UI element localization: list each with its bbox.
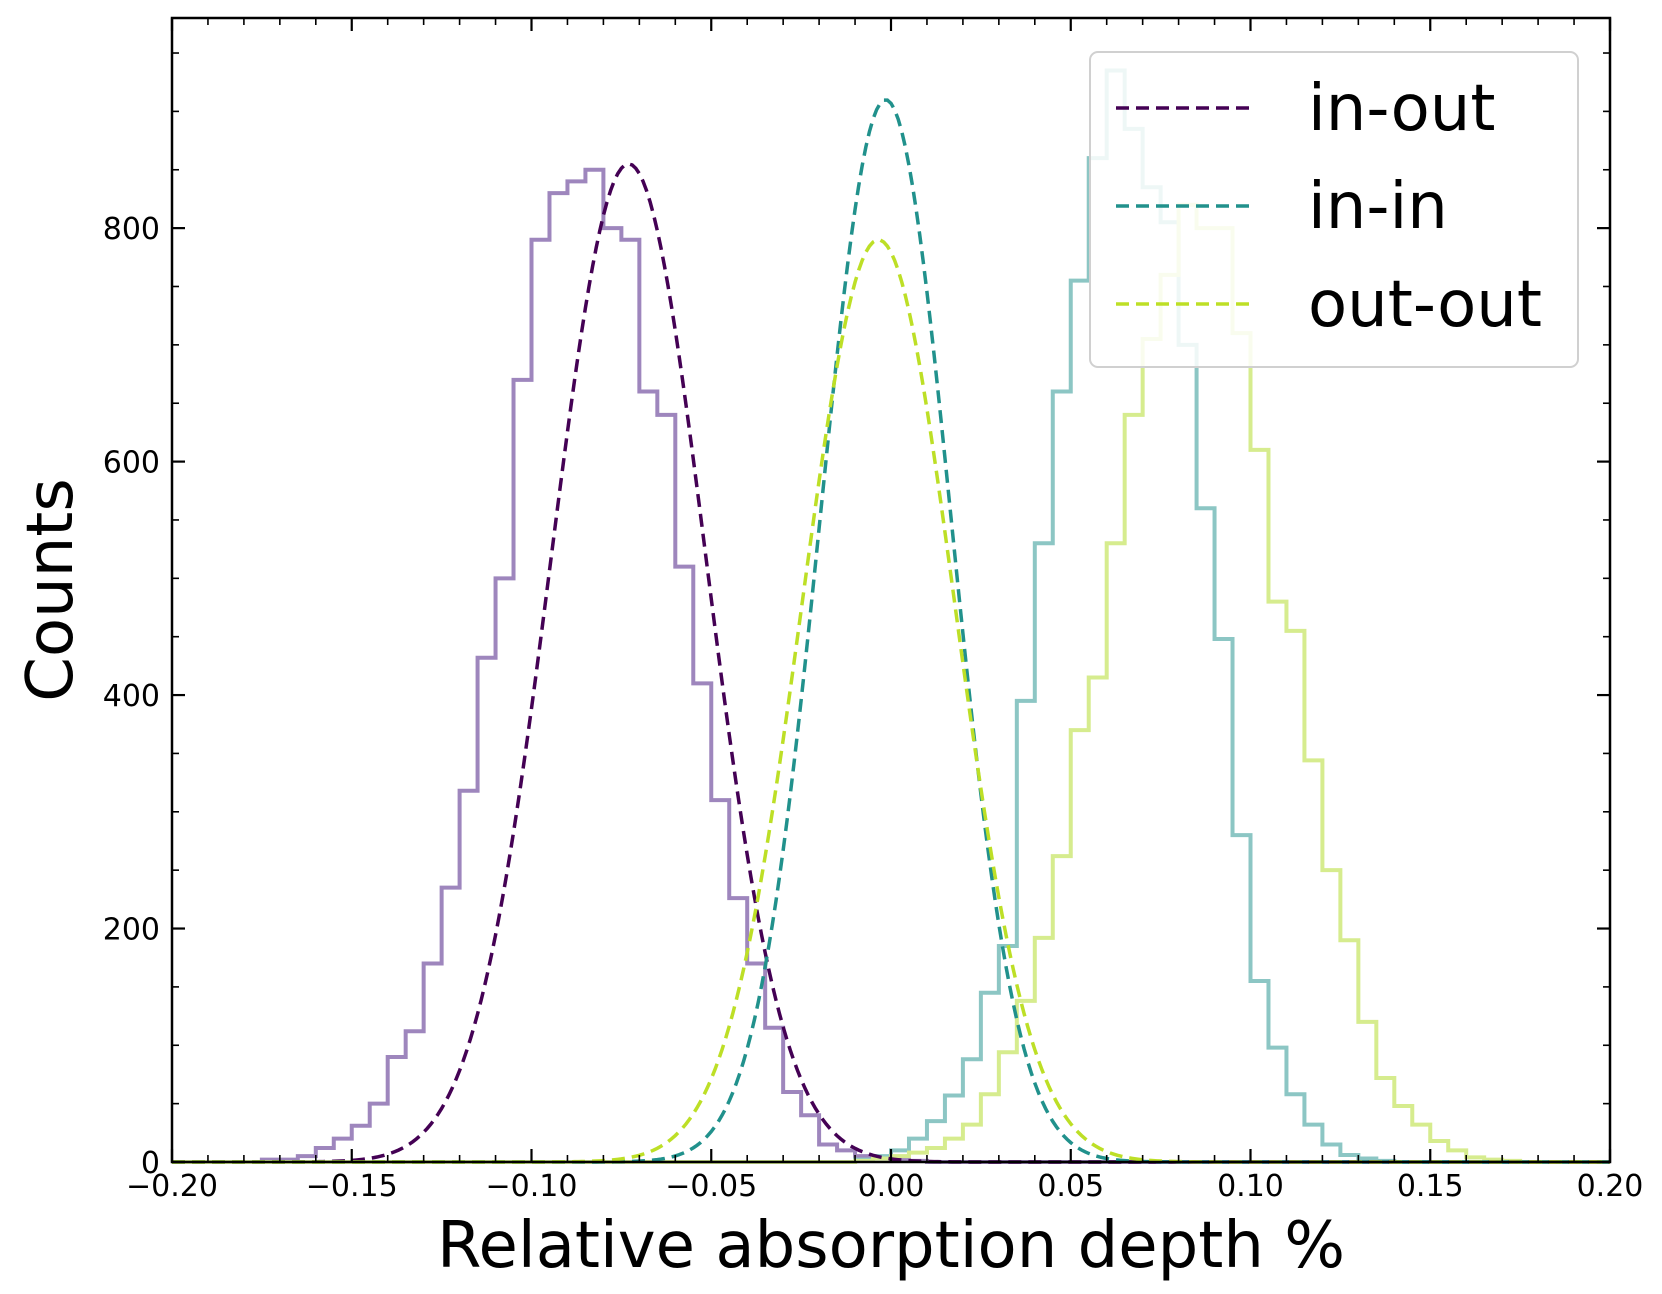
fit-curve-in-in <box>172 98 1610 1164</box>
legend-box <box>1089 51 1579 368</box>
legend-label-out-out: out-out <box>1308 268 1542 342</box>
x-tick-label: 0.20 <box>1577 1169 1644 1204</box>
x-tick-label: −0.20 <box>126 1169 218 1204</box>
y-tick-label: 200 <box>103 913 160 948</box>
x-axis-label: Relative absorption depth % <box>437 1209 1345 1283</box>
y-tick-label: 600 <box>103 446 160 481</box>
x-tick-label: 0.05 <box>1037 1169 1104 1204</box>
y-tick-label: 400 <box>103 679 160 714</box>
legend: in-out in-in out-out <box>1089 51 1579 368</box>
x-tick-label: −0.05 <box>665 1169 757 1204</box>
x-tick-label: −0.10 <box>486 1169 578 1204</box>
legend-label-in-in: in-in <box>1308 170 1448 244</box>
x-tick-label: 0.10 <box>1217 1169 1284 1204</box>
x-tick-label: 0.15 <box>1397 1169 1464 1204</box>
y-tick-label: 800 <box>103 212 160 247</box>
x-tick-label: 0.00 <box>858 1169 925 1204</box>
axis-ticks: −0.20 −0.15 −0.10 −0.05 0.00 0.05 0.10 0.15 0.20… <box>103 18 1644 1204</box>
y-axis-label: Counts <box>14 478 88 701</box>
x-tick-label: −0.15 <box>306 1169 398 1204</box>
y-tick-label: 0 <box>141 1146 160 1181</box>
legend-label-in-out: in-out <box>1308 72 1495 146</box>
